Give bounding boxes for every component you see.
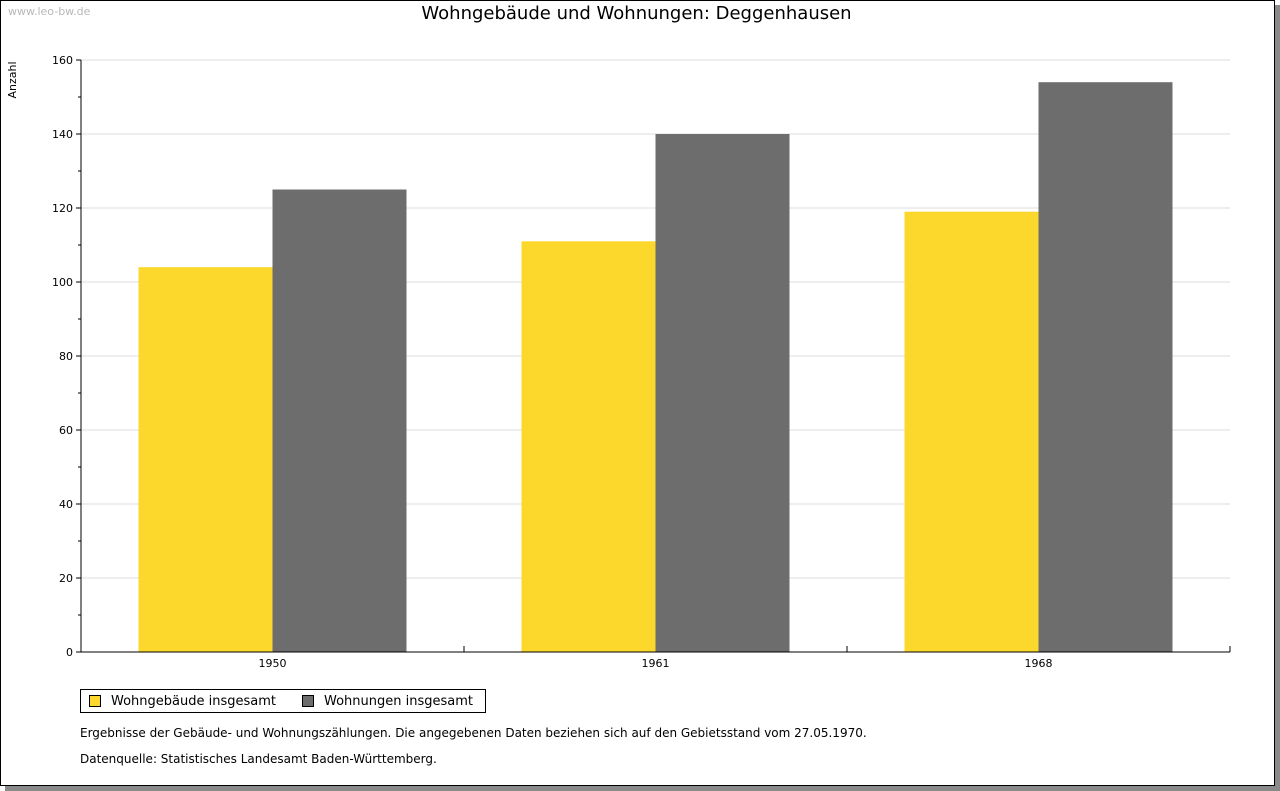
source-text: Datenquelle: Statistisches Landesamt Bad… — [80, 752, 437, 766]
y-tick-label: 20 — [59, 572, 73, 585]
y-tick-label: 100 — [52, 276, 73, 289]
bar-wohngebaeude-1950 — [138, 267, 273, 652]
bar-wohnungen-1950 — [272, 189, 407, 652]
watermark: www.leo-bw.de — [8, 5, 91, 18]
bar-wohngebaeude-1961 — [521, 241, 656, 653]
chart-title: Wohngebäude und Wohnungen: Deggenhausen — [421, 3, 852, 24]
legend-swatch-wohnungen — [302, 695, 314, 707]
bar-wohngebaeude-1968 — [904, 211, 1039, 652]
legend: Wohngebäude insgesamt Wohnungen insgesam… — [80, 689, 486, 713]
legend-swatch-wohngebaeude — [89, 695, 101, 707]
x-tick-label: 1950 — [259, 657, 287, 670]
y-tick-label: 120 — [52, 202, 73, 215]
legend-label-wohnungen: Wohnungen insgesamt — [324, 693, 473, 709]
y-tick-label: 140 — [52, 128, 73, 141]
x-tick-label: 1961 — [642, 657, 670, 670]
y-tick-label: 40 — [59, 498, 73, 511]
legend-label-wohngebaeude: Wohngebäude insgesamt — [111, 693, 276, 709]
y-tick-label: 60 — [59, 424, 73, 437]
legend-item-wohnungen: Wohnungen insgesamt — [302, 694, 473, 709]
bar-wohnungen-1961 — [655, 134, 790, 652]
y-tick-label: 80 — [59, 350, 73, 363]
footnote-text: Ergebnisse der Gebäude- und Wohnungszähl… — [80, 726, 867, 740]
y-axis-label: Anzahl — [6, 61, 19, 98]
y-tick-label: 160 — [52, 54, 73, 67]
x-tick-label: 1968 — [1025, 657, 1053, 670]
y-tick-label: 0 — [66, 646, 73, 659]
bar-wohnungen-1968 — [1038, 82, 1173, 652]
legend-item-wohngebaeude: Wohngebäude insgesamt — [89, 694, 276, 709]
